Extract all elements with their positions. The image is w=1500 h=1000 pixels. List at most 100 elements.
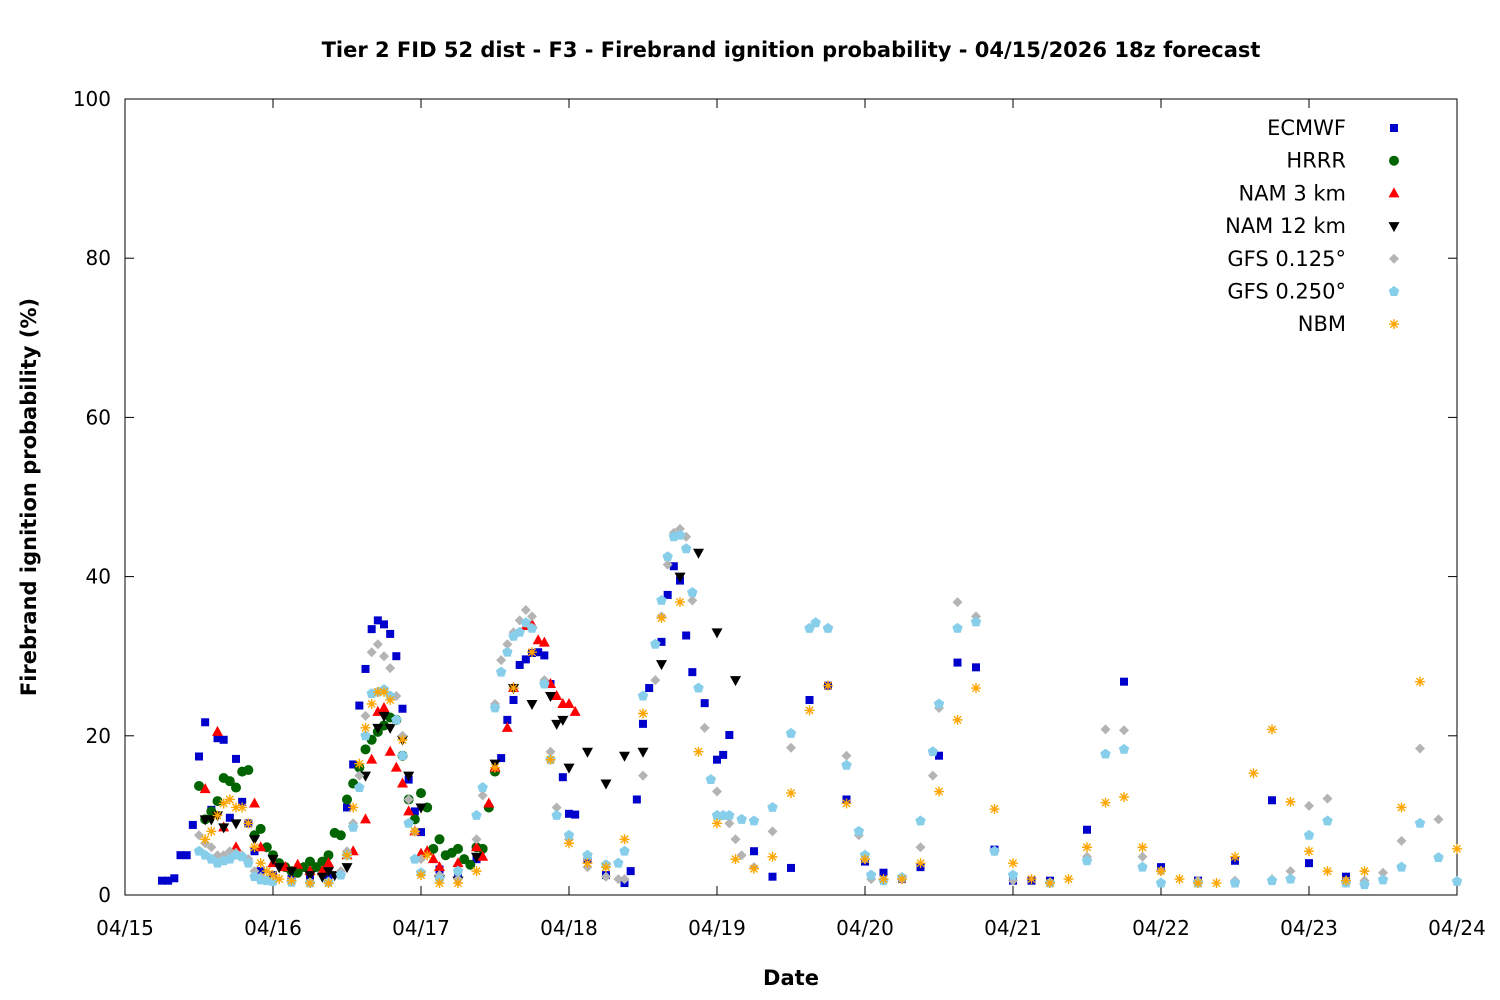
data-point-ecmwf [343,803,351,812]
data-point-ecmwf [497,754,506,763]
data-point-ecmwf [398,704,407,713]
data-point-nam-3-km [427,853,439,864]
data-point-ecmwf [225,813,234,822]
data-point-ecmwf [238,797,247,806]
data-point-gfs-0-250 [693,682,704,693]
data-point-gfs-0-125 [767,826,778,837]
data-point-gfs-0-125 [496,655,507,666]
data-point-gfs-0-250 [360,730,371,741]
data-point-nam-12-km [415,803,427,814]
data-point-nam-12-km [286,867,297,878]
data-point-nbm [1248,768,1259,779]
series-nbm [200,597,1462,889]
data-point-nbm [656,612,667,623]
data-point-ecmwf [565,809,573,818]
data-point-nbm [527,647,537,658]
x-tick-label: 04/23 [1280,916,1338,940]
data-point-nbm [712,818,722,829]
data-point-nam-12-km [403,771,415,782]
data-point-nbm [490,762,500,773]
data-point-gfs-0-125 [545,746,556,757]
data-point-gfs-0-125 [1433,814,1444,825]
data-point-gfs-0-250 [1229,877,1241,888]
data-point-nam-3-km [563,697,575,708]
data-point-gfs-0-125 [1415,743,1425,754]
data-point-gfs-0-250 [236,851,248,862]
data-point-nbm [1341,875,1351,886]
data-point-nam-3-km [471,841,482,852]
data-point-ecmwf [663,590,672,599]
data-point-gfs-0-125 [1378,867,1388,878]
data-point-nbm [545,754,556,765]
data-point-nam-3-km [477,850,489,861]
data-point-hrrr [453,843,463,854]
data-point-gfs-0-250 [748,815,760,826]
data-point-nbm [218,798,229,809]
data-point-gfs-0-250 [1081,855,1093,866]
data-point-gfs-0-250 [1359,879,1370,890]
data-point-gfs-0-250 [243,857,254,868]
data-point-nbm [243,818,254,829]
data-point-gfs-0-250 [637,690,649,701]
data-point-nbm [416,870,426,881]
data-point-gfs-0-125 [1100,724,1111,735]
data-point-gfs-0-250 [952,622,963,633]
data-point-nbm [1082,842,1092,853]
data-point-nam-12-km [711,628,723,639]
data-point-nam-12-km [341,863,353,874]
data-point-gfs-0-250 [1155,877,1167,888]
data-point-ecmwf [805,695,814,704]
data-point-gfs-0-250 [391,714,402,725]
x-tick-label: 04/18 [540,916,598,940]
data-point-gfs-0-125 [1137,851,1148,862]
data-point-hrrr [416,788,426,799]
data-point-gfs-0-250 [1322,815,1333,826]
data-point-nbm [1304,846,1314,857]
data-point-nbm [989,804,1000,815]
data-point-nbm [1230,851,1240,862]
data-point-ecmwf [176,851,185,860]
data-point-ecmwf [626,867,635,876]
data-point-nam-3-km [360,813,371,824]
data-point-nbm [434,878,445,889]
data-point-gfs-0-125 [1304,800,1314,811]
data-point-gfs-0-250 [736,813,747,824]
data-point-gfs-0-250 [1433,852,1444,863]
data-point-gfs-0-250 [841,759,852,770]
legend-item-nam-3-km: NAM 3 km [1238,181,1400,205]
data-point-nbm [1137,842,1148,853]
data-point-gfs-0-125 [502,639,513,650]
data-point-nbm [823,680,833,691]
data-point-gfs-0-250 [1266,875,1278,886]
data-point-ecmwf [953,658,962,667]
data-point-nam-3-km [255,841,267,852]
data-point-nbm [508,683,519,694]
data-point-nam-12-km [526,699,538,710]
data-point-gfs-0-250 [822,622,834,633]
data-point-gfs-0-250 [724,809,735,820]
data-point-hrrr [477,843,488,854]
axis-ticks: 0 20 40 60 80 100 04/15 04/16 04/17 04/18 04/19 04/… [73,87,1486,940]
y-axis-label: Firebrand ignition probability (%) [17,298,41,696]
data-point-nam-3-km [230,841,242,852]
data-point-gfs-0-125 [1396,835,1407,846]
data-point-nbm [268,870,278,881]
data-point-gfs-0-250 [662,551,673,562]
data-point-gfs-0-250 [1100,748,1111,759]
data-point-gfs-0-125 [194,830,204,841]
data-point-nbm [1452,843,1462,854]
data-point-ecmwf [540,651,549,660]
data-point-nam-12-km [323,867,334,878]
data-point-nbm [860,854,870,865]
data-point-gfs-0-250 [810,617,821,628]
legend-label: NBM [1298,312,1346,336]
data-point-nbm [619,834,630,845]
data-point-gfs-0-250 [927,746,939,757]
data-point-gfs-0-125 [477,790,488,801]
data-point-nam-12-km [730,676,741,687]
data-point-ecmwf [645,684,654,693]
data-point-nam-3-km [292,858,304,869]
data-point-gfs-0-125 [206,842,217,853]
data-point-gfs-0-250 [1118,743,1130,754]
data-point-nam-3-km [323,857,334,868]
